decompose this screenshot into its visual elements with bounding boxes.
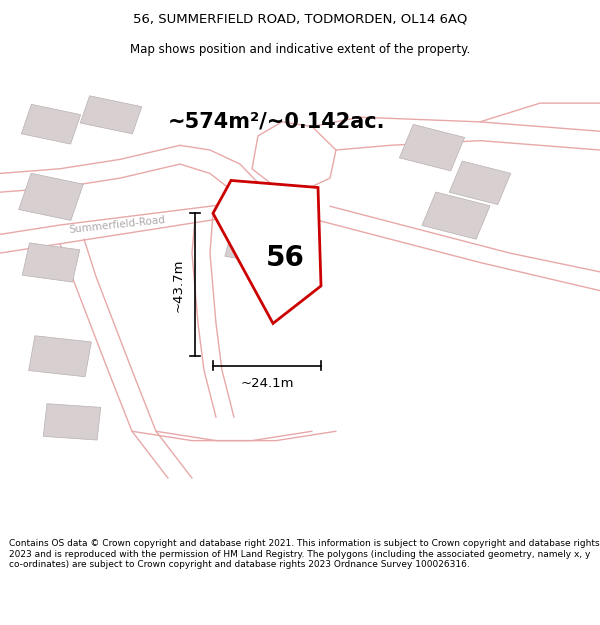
Text: Contains OS data © Crown copyright and database right 2021. This information is : Contains OS data © Crown copyright and d… (9, 539, 599, 569)
Bar (449, 161, 511, 204)
Polygon shape (213, 181, 321, 324)
Text: Map shows position and indicative extent of the property.: Map shows position and indicative extent… (130, 44, 470, 56)
Bar (400, 124, 464, 171)
Text: 56, SUMMERFIELD ROAD, TODMORDEN, OL14 6AQ: 56, SUMMERFIELD ROAD, TODMORDEN, OL14 6A… (133, 12, 467, 25)
Text: ~43.7m: ~43.7m (171, 258, 184, 311)
Bar (29, 336, 91, 377)
Text: 56: 56 (266, 244, 304, 272)
Bar (43, 404, 101, 440)
Bar (22, 104, 80, 144)
Bar (19, 173, 83, 221)
Bar (422, 192, 490, 239)
Text: Summerfield-Road: Summerfield-Road (68, 215, 166, 235)
Bar (80, 96, 142, 134)
Bar (225, 217, 291, 266)
Bar (22, 243, 80, 282)
Text: ~574m²/~0.142ac.: ~574m²/~0.142ac. (167, 112, 385, 132)
Text: ~24.1m: ~24.1m (240, 378, 294, 391)
